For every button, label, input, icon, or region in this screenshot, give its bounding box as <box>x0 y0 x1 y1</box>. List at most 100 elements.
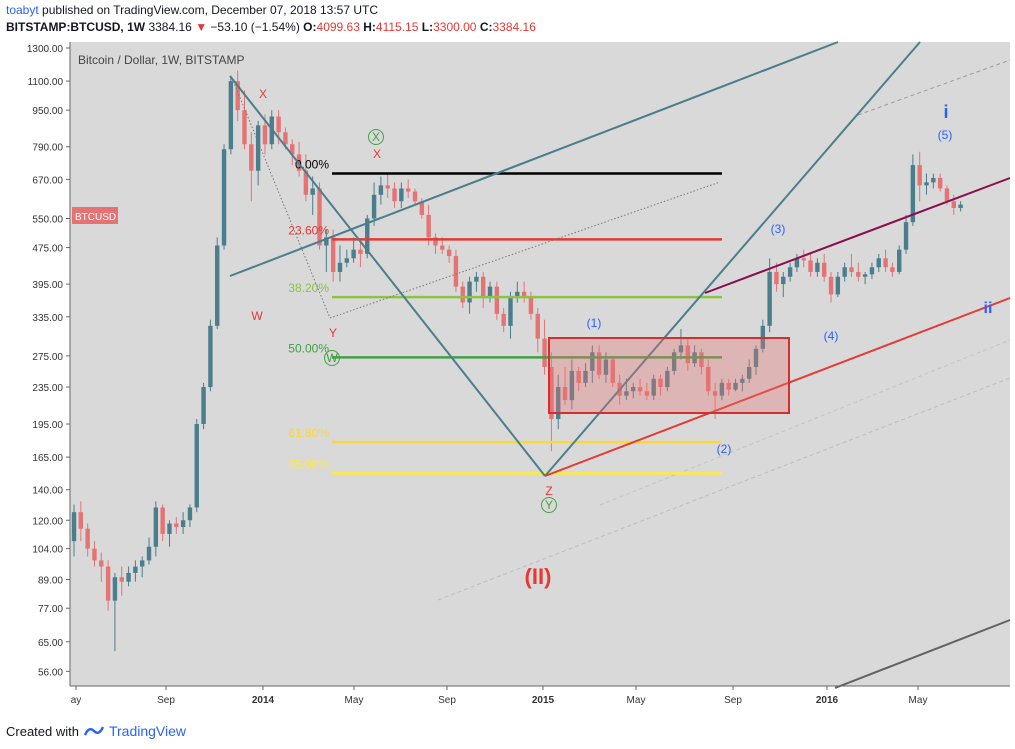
candle-body <box>378 185 384 195</box>
candle-body <box>665 370 670 388</box>
candle-body <box>787 267 793 277</box>
candle-body <box>508 297 513 326</box>
candle-body <box>255 125 261 171</box>
candle-body <box>262 125 268 145</box>
y-tick-label: 104.00 <box>32 545 63 556</box>
y-tick-label: 475.00 <box>32 244 63 255</box>
candle-body <box>815 262 820 272</box>
tradingview-brand[interactable]: TradingView <box>108 723 187 739</box>
candle-body <box>883 258 888 268</box>
candle-body <box>180 520 186 527</box>
candle-body <box>481 276 486 298</box>
y-tick-label: 89.00 <box>38 575 63 586</box>
candle-body <box>426 214 431 238</box>
channel-solid-lower <box>834 619 1011 689</box>
open-label: O: <box>303 20 317 34</box>
candle-body <box>221 149 227 246</box>
x-tick-label: May <box>909 695 928 706</box>
low-value: 3300.00 <box>433 20 477 34</box>
open-value: 4099.63 <box>316 20 360 34</box>
candle-body <box>515 291 520 298</box>
candle-body <box>740 378 745 383</box>
candle-body <box>897 249 902 272</box>
wave-label: ii <box>984 300 993 317</box>
candle-body <box>433 237 438 246</box>
wave-label: Y <box>329 326 337 340</box>
drawing-overlays <box>229 41 1011 477</box>
candle-body <box>603 359 609 375</box>
y-axis-ticks: 1300.00 1100.00 950.00 790.00 670.00 550.00 47… <box>27 44 70 678</box>
candle-body <box>344 258 349 263</box>
tradingview-logo-icon <box>83 726 105 736</box>
candle-body <box>235 81 240 111</box>
fib-levels: 0.00%23.60%38.20%50.00%61.80%65.00% <box>288 158 722 475</box>
candle-body <box>283 132 288 145</box>
high-value: 4115.15 <box>375 20 419 34</box>
candle-body <box>99 560 104 567</box>
candle-body <box>453 256 459 287</box>
candle-body <box>624 391 629 396</box>
candle-body <box>351 249 356 259</box>
candle-body <box>842 267 847 277</box>
y-tick-label: 56.00 <box>38 667 63 678</box>
candle-body <box>187 507 193 521</box>
wave-label: X <box>259 87 267 101</box>
trend-channel-lines <box>437 59 1011 689</box>
candle-body <box>678 345 684 353</box>
symbol-line: BITSTAMP:BTCUSD, 1W 3384.16 ▼ −53.10 (−1… <box>6 19 536 36</box>
candle-body <box>596 352 602 375</box>
y-tick-label: 195.00 <box>32 420 63 431</box>
candle-body <box>85 528 90 549</box>
price-tag-box <box>72 207 118 224</box>
candle-body <box>105 566 111 601</box>
candle-body <box>685 345 690 364</box>
candle-body <box>910 165 916 223</box>
candle-body <box>405 188 411 192</box>
wave-label: W <box>326 351 338 365</box>
y-tick-label: 165.00 <box>32 453 63 464</box>
y-tick-label: 395.00 <box>32 280 63 291</box>
y-tick-label: 1300.00 <box>27 44 64 55</box>
candle-body <box>303 170 309 195</box>
candle-body <box>160 507 165 534</box>
candle-body <box>610 359 615 383</box>
candle-body <box>794 258 800 268</box>
candle-body <box>781 276 786 285</box>
candle-body <box>651 378 656 396</box>
candle-body <box>119 577 124 582</box>
dotted-wave-line <box>231 77 331 319</box>
y-tick-label: 120.00 <box>32 516 63 527</box>
published-text: published on TradingView.com, December 0… <box>42 3 379 17</box>
plot-area <box>70 42 1010 686</box>
candle-body <box>549 367 554 420</box>
wave-label: i <box>943 102 948 122</box>
fib-label: 61.80% <box>288 426 329 440</box>
chart-title: Bitcoin / Dollar, 1W, BITSTAMP <box>78 53 245 67</box>
close-value: 3384.16 <box>492 20 536 34</box>
candle-body <box>835 276 841 295</box>
candle-body <box>167 523 172 534</box>
candle-body <box>569 370 575 401</box>
price-chart[interactable]: 1300.00 1100.00 950.00 790.00 670.00 550.00 47… <box>0 40 1015 720</box>
candle-body <box>412 191 418 202</box>
wave-label: X <box>373 147 381 161</box>
y-tick-label: 275.00 <box>32 352 63 363</box>
candle-body <box>133 566 138 573</box>
candle-body <box>712 391 718 396</box>
channel-dashed-lower <box>437 377 1011 601</box>
wave-label: Y <box>545 498 553 512</box>
candle-body <box>521 291 527 298</box>
trend-line-up <box>544 41 921 477</box>
candle-body <box>876 258 881 268</box>
y-tick-label: 670.00 <box>32 175 63 186</box>
candle-body <box>726 382 731 390</box>
candle-body <box>774 271 779 285</box>
candle-body <box>822 262 827 277</box>
candle-body <box>801 258 806 261</box>
candle-body <box>419 201 425 215</box>
symbol-name: BITSTAMP:BTCUSD, 1W <box>6 20 146 34</box>
author-name[interactable]: toabyt <box>6 3 39 17</box>
candle-body <box>501 313 506 326</box>
candle-body <box>467 281 472 303</box>
